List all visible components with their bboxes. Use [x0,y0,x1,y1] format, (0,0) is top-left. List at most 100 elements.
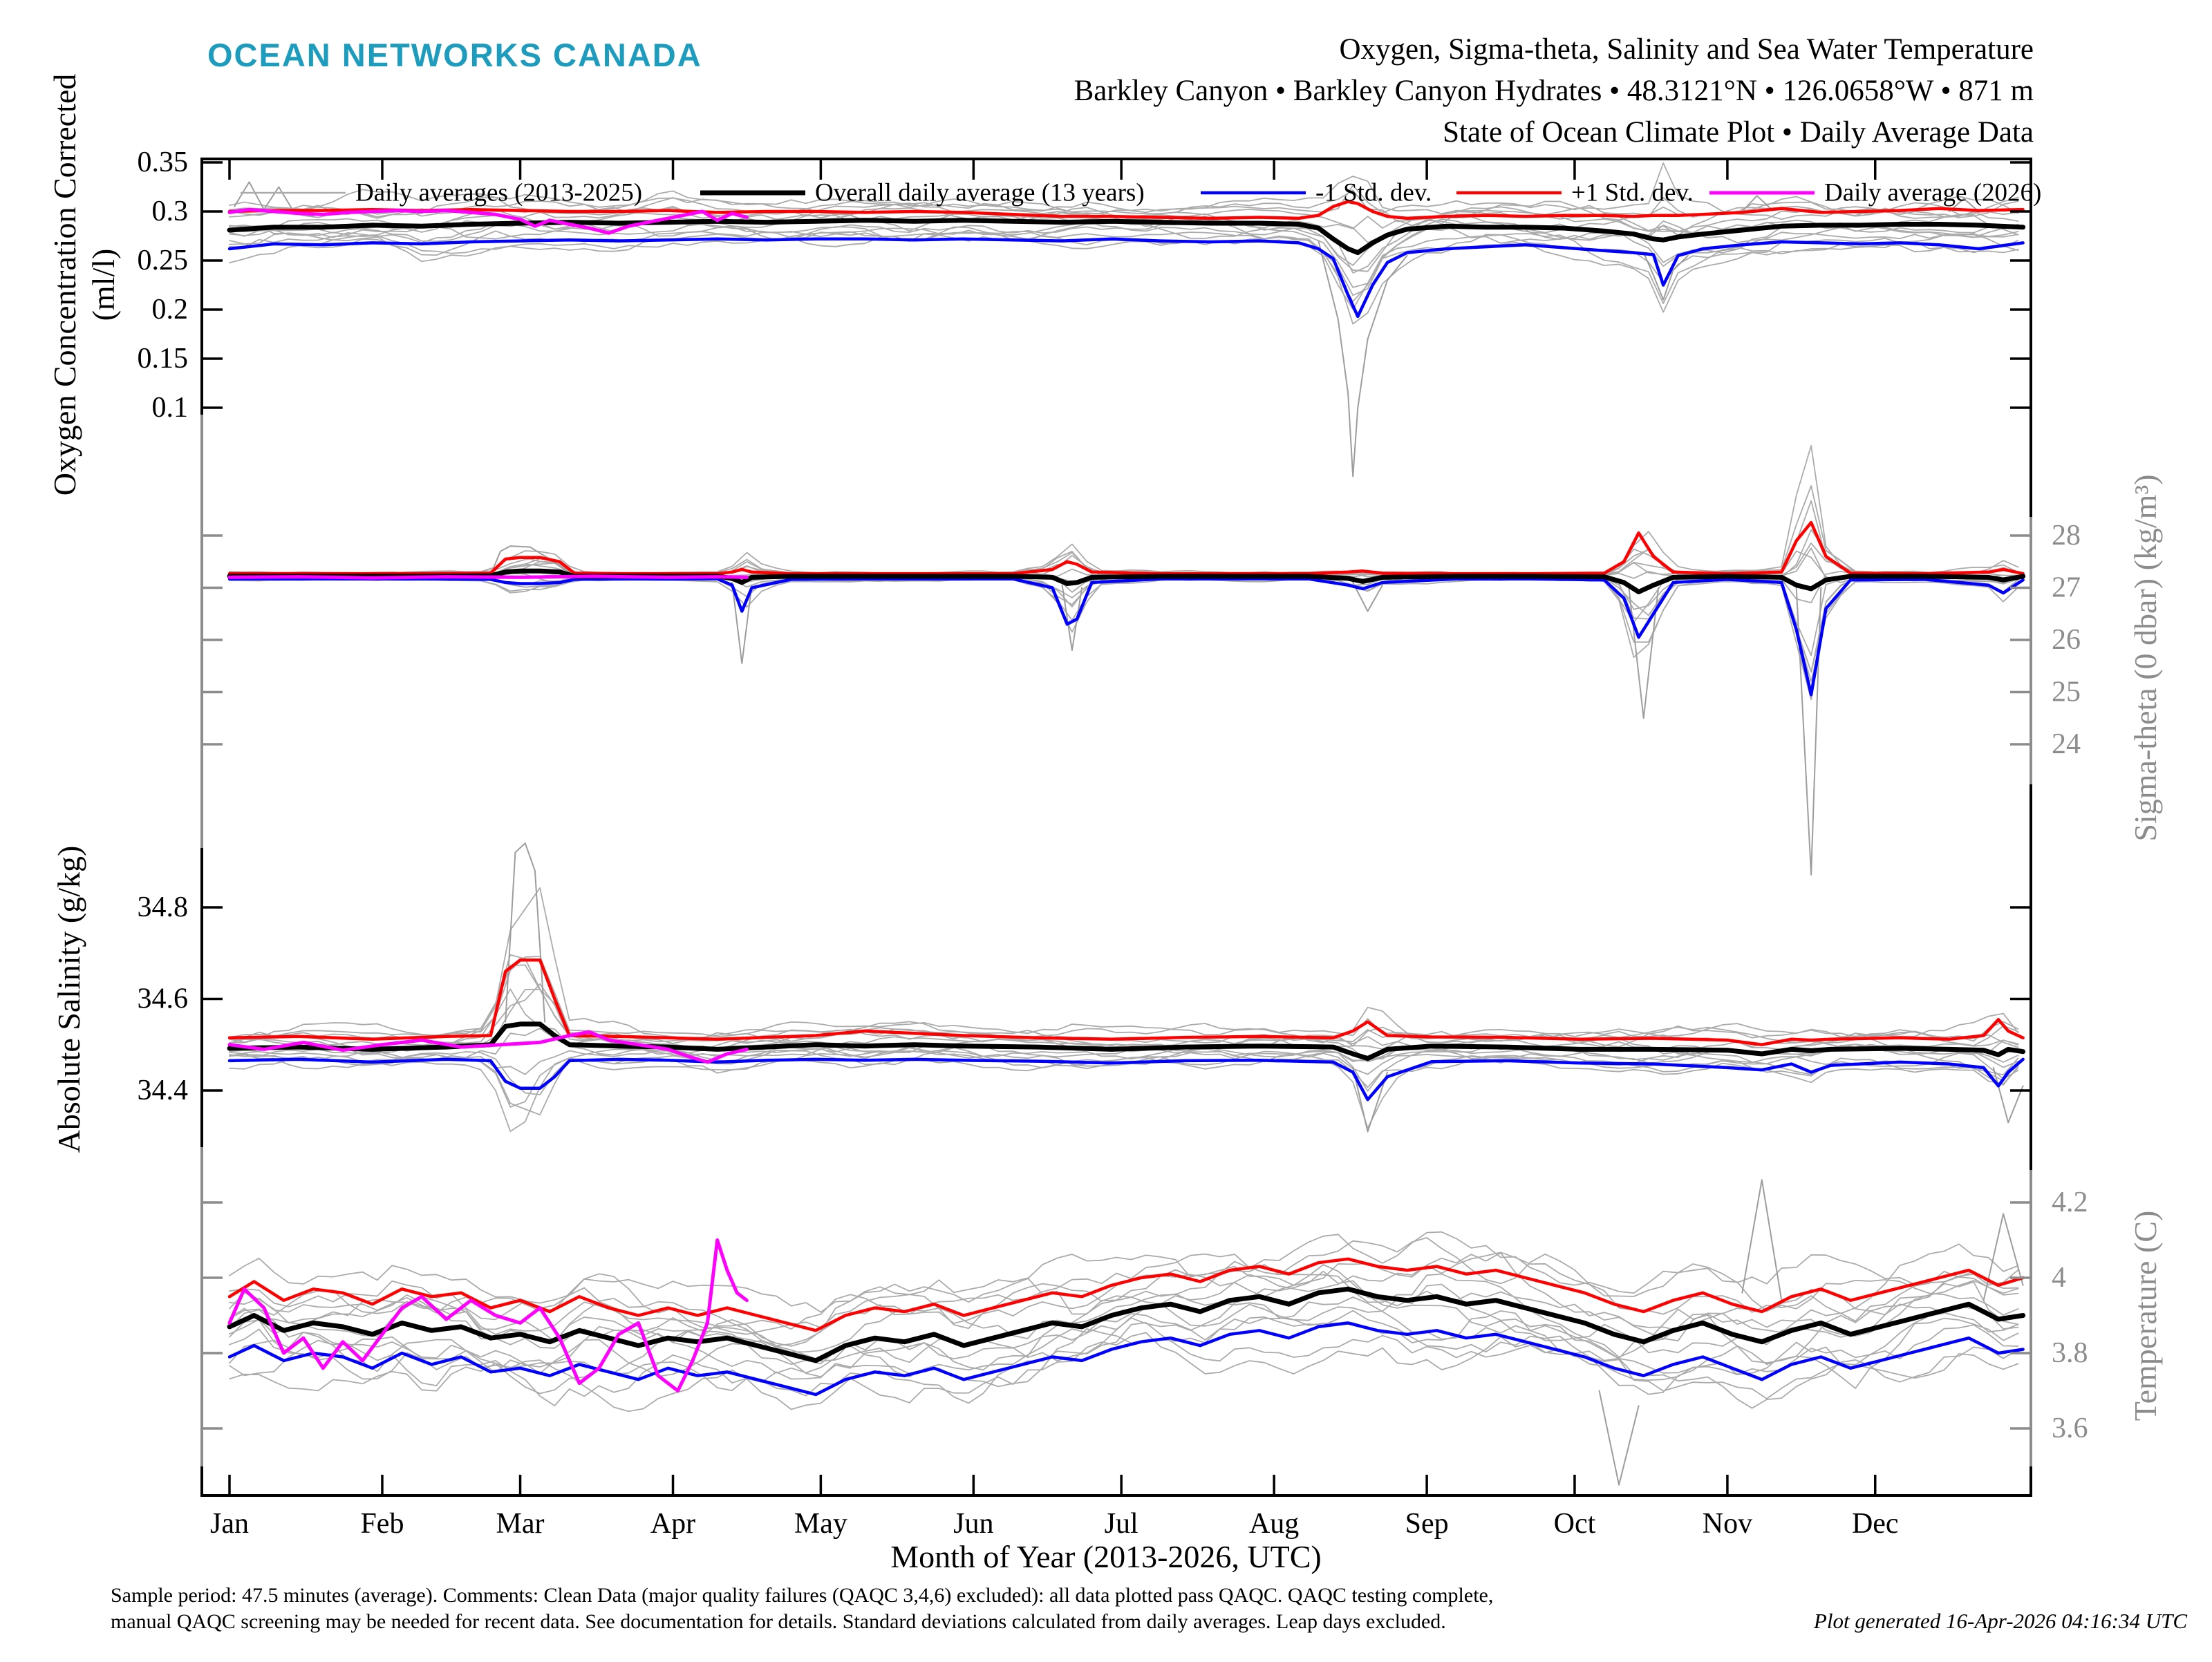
sigma_theta-outlier-trace-3 [1352,581,1383,612]
month-label-sep: Sep [1405,1508,1449,1540]
sigma_theta-year-trace [229,574,2019,657]
temperature-minus-std-line [227,1321,2025,1397]
oxygen-year-trace [229,233,2019,325]
oxygen-series [227,200,2026,319]
temperature-overall-mean-line [227,1286,2026,1363]
legend-label-0: Daily averages (2013-2025) [355,179,642,207]
ocean-networks-canada-logo: OCEAN NETWORKS CANADA [207,37,702,73]
sigma_theta-tick-label: 26 [2052,624,2081,656]
sigma_theta-year-trace [229,578,2019,672]
temperature-year-trace [229,1264,2019,1358]
sigma_theta-year-trace [229,445,2019,576]
salinity-minus-std-line [227,1057,2025,1102]
plot-title-line1: Oxygen, Sigma-theta, Salinity and Sea Wa… [1339,33,2034,66]
month-label-dec: Dec [1852,1508,1899,1540]
salinity-plus-std-line [227,958,2025,1046]
temperature-year-trace [229,1270,2019,1378]
oxygen-year-trace [229,162,2019,216]
sigma_theta-outlier-trace-0 [489,545,575,576]
temperature-outlier-trace-0 [1598,1390,1640,1486]
oxygen-minus-std-line [227,237,2025,319]
plot-title-line2-location: Barkley Canyon • Barkley Canyon Hydrates… [1074,75,2034,107]
month-label-aug: Aug [1249,1508,1299,1540]
salinity-tick-label: 34.8 [138,891,189,923]
sigma_theta-outlier-trace-1 [731,581,753,664]
temperature-plus-std-line [227,1257,2025,1332]
oxygen-current-year-line [227,207,749,235]
sigma_theta-outlier-trace-5 [1795,587,1822,876]
oxygen-year-trace [229,220,2019,303]
month-label-apr: Apr [650,1508,695,1540]
month-label-oct: Oct [1554,1508,1596,1540]
plot-frame [200,158,2032,1497]
salinity-current-year-line [227,1030,749,1064]
temperature-axis-ticks [202,1201,2031,1430]
oxygen-tick-label: 0.15 [138,343,189,375]
sigma_theta-overall-mean-line [227,568,2026,594]
sigma_theta-current-year-line [227,574,749,580]
salinity-year-trace [229,956,2019,1044]
sigma_theta-axis-ticks [202,534,2031,746]
y-axis-label-oxygen-line1: Oxygen Concentration Corrected [47,73,82,496]
salinity-outlier-trace-1 [1352,1066,1389,1133]
temperature-tick-label: 3.8 [2052,1337,2088,1369]
salinity-outlier-trace-0 [505,842,546,1023]
sigma_theta-tick-label: 28 [2052,520,2081,551]
salinity-tick-label: 34.4 [138,1075,189,1106]
y-axis-label-temperature: Temperature (C) [2128,1210,2163,1422]
month-label-nov: Nov [1703,1508,1752,1540]
oxygen-outlier-trace-2 [1642,252,1689,301]
daily-average-year-traces [229,162,2024,1486]
oxygen-tick-label: 0.2 [152,294,189,325]
month-label-jul: Jul [1105,1508,1138,1540]
sigma_theta-tick-label: 25 [2052,677,2081,708]
y-axis-label-sigma-theta: Sigma-theta (0 dbar) (kg/m³) [2128,474,2163,842]
oxygen-tick-label: 0.3 [152,196,189,227]
sigma_theta-series [227,520,2026,697]
temperature-series [227,1238,2026,1397]
month-label-jun: Jun [953,1508,993,1540]
month-label-mar: Mar [496,1508,545,1540]
month-label-feb: Feb [360,1508,404,1540]
sigma_theta-year-trace [229,485,2019,576]
month-label-jan: Jan [210,1508,249,1540]
sigma_theta-year-trace [229,576,2019,701]
oxygen-plus-std-line [227,200,2025,220]
sigma_theta-year-trace [229,500,2019,583]
temperature-tick-label: 4.2 [2052,1187,2088,1218]
footer-comments-line2: manual QAQC screening may be needed for … [111,1610,1446,1633]
temperature-outlier-trace-2 [1983,1213,2024,1301]
temperature-tick-label: 3.6 [2052,1413,2088,1444]
salinity-year-trace [229,1046,2019,1095]
sigma_theta-tick-label: 24 [2052,728,2081,760]
oxygen-axis-ticks [202,161,2031,409]
oxygen-outlier-trace-1 [1318,240,1408,478]
oxygen-overall-mean-line [227,218,2026,256]
temperature-year-trace [229,1310,2019,1395]
legend-label-1: Overall daily average (13 years) [815,179,1145,207]
oxygen-year-trace [229,226,2019,296]
oxygen-tick-label: 0.1 [152,392,189,424]
y-axis-label-salinity: Absolute Salinity (g/kg) [51,845,86,1153]
temperature-current-year-line [227,1238,749,1392]
legend-label-3: +1 Std. dev. [1571,179,1694,207]
salinity-year-trace [229,1041,2019,1075]
temperature-year-trace [229,1322,2019,1406]
plot-title-line3-subtitle: State of Ocean Climate Plot • Daily Aver… [1443,116,2034,149]
sigma_theta-minus-std-line [227,577,2025,697]
temperature-year-trace [229,1332,2019,1413]
salinity-axis-ticks [202,906,2031,1092]
salinity-year-trace [229,887,2019,1041]
temperature-outlier-trace-1 [1741,1179,1783,1301]
x-axis-ticks [228,159,1877,1495]
salinity-year-trace [229,1045,2019,1116]
month-label-may: May [794,1508,847,1540]
y-axis-label-oxygen-line2: (ml/l) [86,248,121,321]
salinity-series [227,958,2026,1102]
sigma_theta-plus-std-line [227,520,2025,576]
sigma_theta-year-trace [229,576,2019,682]
x-axis-label: Month of Year (2013-2026, UTC) [890,1539,1322,1574]
y-axis-label-oxygen: Oxygen Concentration Corrected (ml/l) [46,74,123,496]
